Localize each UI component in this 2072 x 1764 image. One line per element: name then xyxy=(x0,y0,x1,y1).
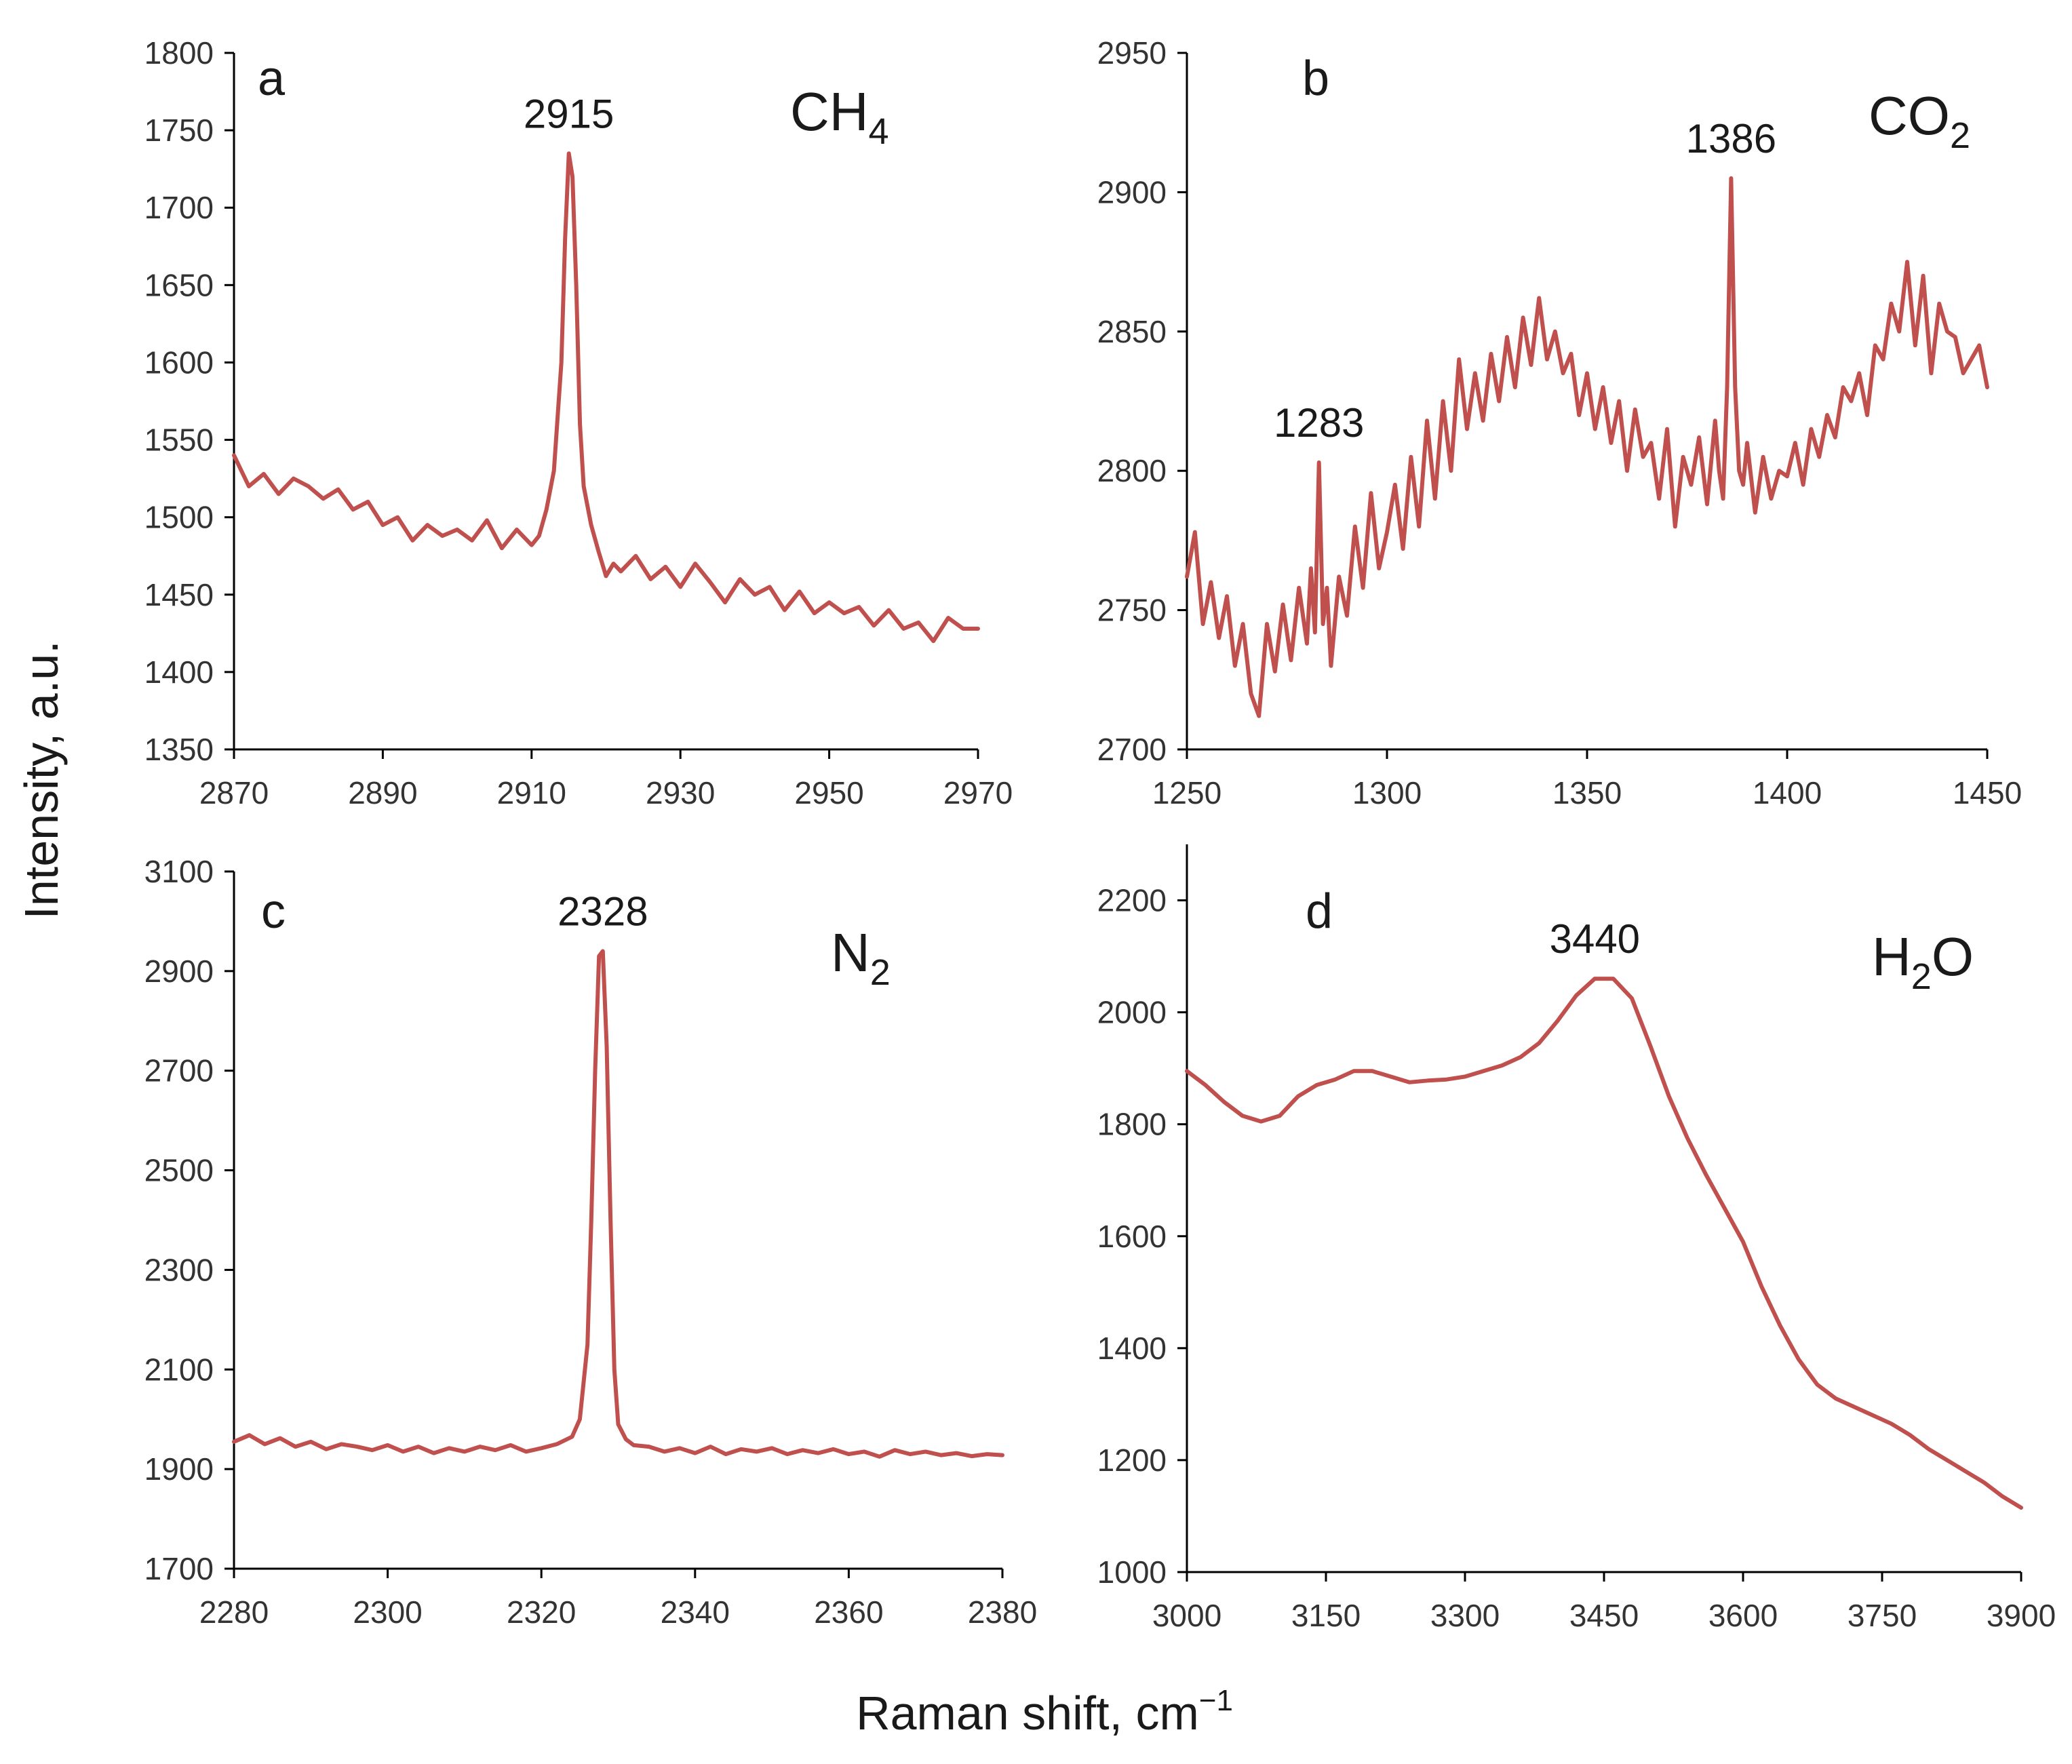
species-label: H2O xyxy=(1872,926,1974,997)
species-label: N2 xyxy=(831,922,891,993)
species-subscript: 2 xyxy=(1950,115,1970,156)
y-tick-label: 3100 xyxy=(144,854,214,889)
series-line-co2 xyxy=(1185,176,1989,718)
panel-letter: a xyxy=(258,52,286,106)
y-tick-label: 1350 xyxy=(144,732,214,767)
y-tick-label: 1800 xyxy=(1097,1107,1167,1142)
species-main: H xyxy=(1872,926,1911,987)
x-axis-title: Raman shift, cm−1 xyxy=(856,1684,1233,1740)
y-tick-label: 1000 xyxy=(1097,1554,1167,1590)
species-subscript: 4 xyxy=(869,111,889,152)
series-line-n2 xyxy=(232,949,1004,1459)
x-tick-label: 2910 xyxy=(497,775,566,810)
species-subscript: 2 xyxy=(870,952,891,993)
peak-label: 2915 xyxy=(524,91,614,136)
y-tick-label: 2700 xyxy=(1097,732,1167,767)
x-tick-label: 3150 xyxy=(1291,1598,1361,1633)
peak-label: 1386 xyxy=(1686,116,1776,161)
y-tick-label: 1700 xyxy=(144,1551,214,1586)
y-tick-label: 2700 xyxy=(144,1053,214,1089)
x-tick-label: 2890 xyxy=(348,775,417,810)
x-tick-label: 2280 xyxy=(199,1594,269,1630)
y-tick-label: 2100 xyxy=(144,1352,214,1387)
x-tick-label: 2300 xyxy=(353,1594,422,1630)
x-tick-label: 2340 xyxy=(661,1594,730,1630)
x-tick-label: 1400 xyxy=(1753,775,1822,810)
y-tick-label: 1400 xyxy=(1097,1331,1167,1366)
species-main: N xyxy=(831,922,870,983)
y-tick-label: 1450 xyxy=(144,577,214,612)
x-tick-label: 1300 xyxy=(1352,775,1422,810)
x-tick-label: 2970 xyxy=(943,775,1013,810)
x-tick-label: 3000 xyxy=(1152,1598,1221,1633)
x-tick-label: 1450 xyxy=(1953,775,2022,810)
y-tick-label: 2800 xyxy=(1097,453,1167,488)
species-main: CO xyxy=(1869,85,1950,146)
y-tick-label: 2900 xyxy=(1097,174,1167,210)
x-tick-label: 2380 xyxy=(968,1594,1037,1630)
x-tick-label: 2870 xyxy=(199,775,269,810)
x-tick-label: 3750 xyxy=(1848,1598,1917,1633)
species-main: CH xyxy=(790,81,869,142)
y-tick-label: 2850 xyxy=(1097,314,1167,349)
x-tick-label: 2360 xyxy=(814,1594,883,1630)
x-axis-title-superscript: −1 xyxy=(1199,1684,1233,1717)
peak-label: 1283 xyxy=(1274,400,1364,446)
y-tick-label: 2200 xyxy=(1097,883,1167,918)
species-subscript: 2 xyxy=(1911,956,1932,997)
panel-letter: c xyxy=(261,884,286,939)
x-tick-label: 2930 xyxy=(646,775,715,810)
x-axis-title-base: Raman shift, cm xyxy=(856,1687,1199,1740)
panel-letter: d xyxy=(1306,884,1333,939)
panel-letter: b xyxy=(1302,52,1329,106)
x-tick-label: 3600 xyxy=(1708,1598,1778,1633)
y-tick-label: 1200 xyxy=(1097,1443,1167,1478)
y-tick-label: 1650 xyxy=(144,267,214,302)
x-tick-label: 3450 xyxy=(1569,1598,1639,1633)
series-line-ch4 xyxy=(232,151,980,644)
x-tick-label: 1350 xyxy=(1552,775,1622,810)
y-tick-label: 1700 xyxy=(144,190,214,225)
y-axis-title: Intensity, a.u. xyxy=(15,640,68,919)
y-tick-label: 2750 xyxy=(1097,593,1167,628)
x-tick-label: 2950 xyxy=(794,775,863,810)
y-tick-label: 1900 xyxy=(144,1451,214,1487)
species-label: CH4 xyxy=(790,81,889,152)
x-tick-label: 2320 xyxy=(507,1594,576,1630)
y-tick-label: 1500 xyxy=(144,500,214,535)
y-tick-label: 2300 xyxy=(144,1252,214,1287)
series-line-h2o xyxy=(1185,977,2023,1510)
peak-label: 3440 xyxy=(1550,916,1640,962)
y-tick-label: 2500 xyxy=(144,1153,214,1188)
y-tick-label: 1750 xyxy=(144,113,214,148)
panel-a: 1350 1400 1450 1500 1550 1600 1650 1700 1750 1800… xyxy=(144,35,1013,810)
x-tick-label: 3900 xyxy=(1987,1598,2056,1633)
x-tick-label: 1250 xyxy=(1152,775,1221,810)
species-label: CO2 xyxy=(1869,85,1970,156)
y-tick-label: 2950 xyxy=(1097,35,1167,71)
x-tick-label: 3300 xyxy=(1430,1598,1500,1633)
panel-c: 1700 1900 2100 2300 2500 2700 2900 3100 2280 2300… xyxy=(144,854,1038,1630)
y-tick-label: 1550 xyxy=(144,423,214,458)
y-tick-label: 1600 xyxy=(1097,1219,1167,1254)
y-tick-label: 2900 xyxy=(144,954,214,989)
panel-d: 1000 1200 1400 1600 1800 2000 2200 3000 3150 3300… xyxy=(1097,844,2056,1633)
y-tick-label: 2000 xyxy=(1097,995,1167,1030)
y-tick-label: 1800 xyxy=(144,35,214,71)
y-tick-label: 1400 xyxy=(144,654,214,690)
peak-label: 2328 xyxy=(558,888,648,934)
panel-b: 2700 2750 2800 2850 2900 2950 1250 1300 1350 1400… xyxy=(1097,35,2022,810)
species-tail: O xyxy=(1932,926,1974,987)
y-tick-label: 1600 xyxy=(144,345,214,380)
